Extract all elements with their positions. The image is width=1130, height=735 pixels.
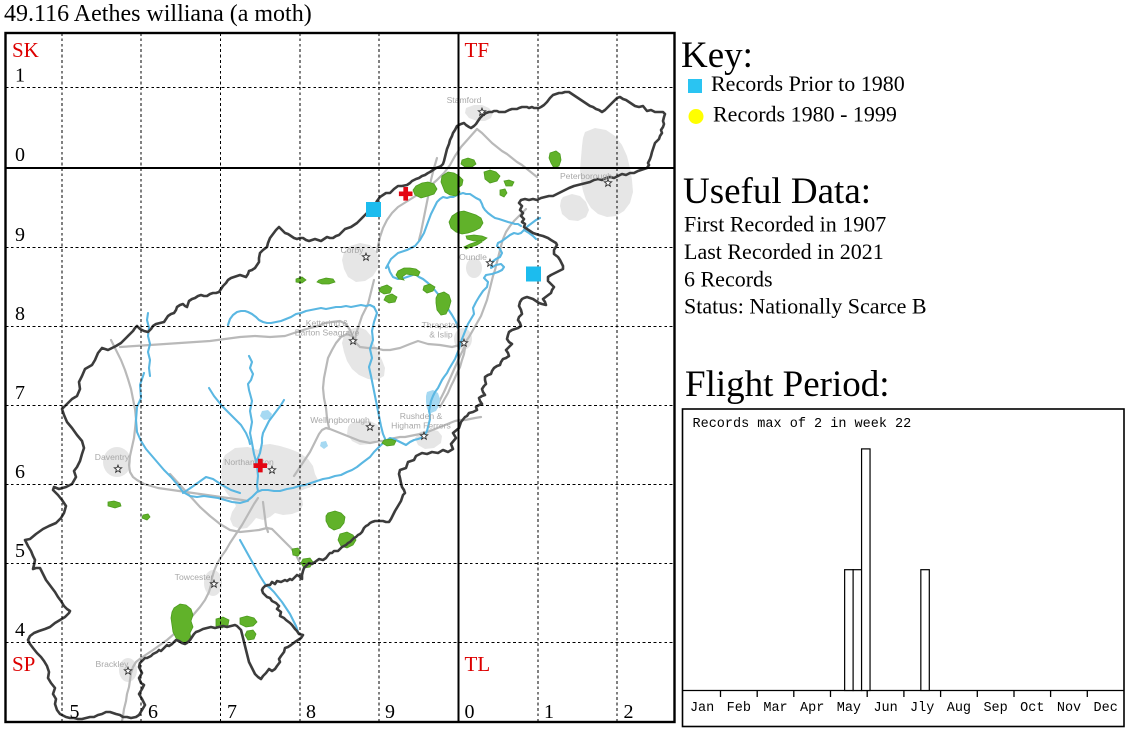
svg-text:6 Records: 6 Records: [684, 266, 773, 291]
svg-text:Flight Period:: Flight Period:: [685, 364, 890, 405]
svg-text:1: 1: [15, 65, 25, 87]
svg-text:1: 1: [544, 701, 554, 723]
svg-text:5: 5: [15, 540, 25, 562]
svg-text:Sep: Sep: [983, 701, 1007, 716]
svg-text:Nov: Nov: [1057, 701, 1081, 716]
svg-text:Apr: Apr: [800, 701, 824, 716]
svg-text:Towcester: Towcester: [175, 572, 214, 582]
svg-text:Kettering &: Kettering &: [306, 318, 349, 328]
svg-text:TF: TF: [465, 38, 490, 62]
svg-text:Brackley: Brackley: [96, 659, 130, 669]
svg-text:May: May: [837, 701, 861, 716]
svg-text:9: 9: [15, 224, 25, 246]
svg-text:49.116 Aethes williana (a moth: 49.116 Aethes williana (a moth): [4, 1, 312, 27]
svg-text:2: 2: [624, 701, 634, 723]
svg-text:Oundle: Oundle: [459, 252, 487, 262]
svg-text:4: 4: [15, 619, 25, 641]
svg-text:Jan: Jan: [690, 701, 714, 716]
svg-text:Jun: Jun: [873, 701, 897, 716]
svg-text:SP: SP: [12, 652, 35, 676]
svg-text:Status: Nationally Scarce B: Status: Nationally Scarce B: [684, 294, 927, 319]
svg-text:Mar: Mar: [763, 701, 787, 716]
svg-text:Jly: Jly: [910, 701, 934, 716]
svg-text:Wellingborough: Wellingborough: [310, 415, 370, 425]
svg-text:7: 7: [15, 382, 25, 404]
svg-text:5: 5: [70, 701, 80, 723]
svg-text:Key:: Key:: [681, 35, 753, 76]
svg-text:Records 1980 - 1999: Records 1980 - 1999: [713, 102, 897, 127]
svg-text:SK: SK: [12, 38, 39, 62]
svg-text:Feb: Feb: [727, 701, 751, 716]
svg-text:& Islip: & Islip: [429, 329, 453, 339]
svg-text:Oct: Oct: [1020, 701, 1044, 716]
svg-text:Higham Ferrers: Higham Ferrers: [391, 420, 451, 430]
svg-text:Daventry: Daventry: [95, 452, 130, 462]
svg-text:0: 0: [465, 701, 475, 723]
svg-text:9: 9: [385, 701, 395, 723]
svg-text:Peterborough: Peterborough: [560, 171, 612, 181]
svg-text:Corby: Corby: [341, 245, 365, 255]
svg-text:Rushden &: Rushden &: [400, 411, 443, 421]
svg-text:6: 6: [15, 461, 25, 483]
svg-text:Dec: Dec: [1094, 701, 1118, 716]
svg-text:8: 8: [15, 303, 25, 325]
svg-text:Northampton: Northampton: [224, 457, 274, 467]
svg-text:TL: TL: [465, 652, 491, 676]
svg-text:8: 8: [306, 701, 316, 723]
svg-text:Aug: Aug: [947, 701, 971, 716]
svg-text:Stamford: Stamford: [447, 95, 482, 105]
svg-text:Thrapston: Thrapston: [422, 320, 461, 330]
svg-text:6: 6: [148, 701, 158, 723]
svg-text:First Recorded in 1907: First Recorded in 1907: [684, 212, 886, 237]
svg-text:Records Prior to 1980: Records Prior to 1980: [711, 71, 905, 96]
svg-text:Last Recorded in 2021: Last Recorded in 2021: [684, 239, 884, 264]
svg-text:Barton Seagrave: Barton Seagrave: [295, 327, 360, 337]
svg-text:0: 0: [15, 144, 25, 166]
svg-text:Records max of 2 in week 22: Records max of 2 in week 22: [693, 417, 912, 432]
svg-text:7: 7: [227, 701, 237, 723]
svg-text:Useful Data:: Useful Data:: [683, 171, 871, 212]
